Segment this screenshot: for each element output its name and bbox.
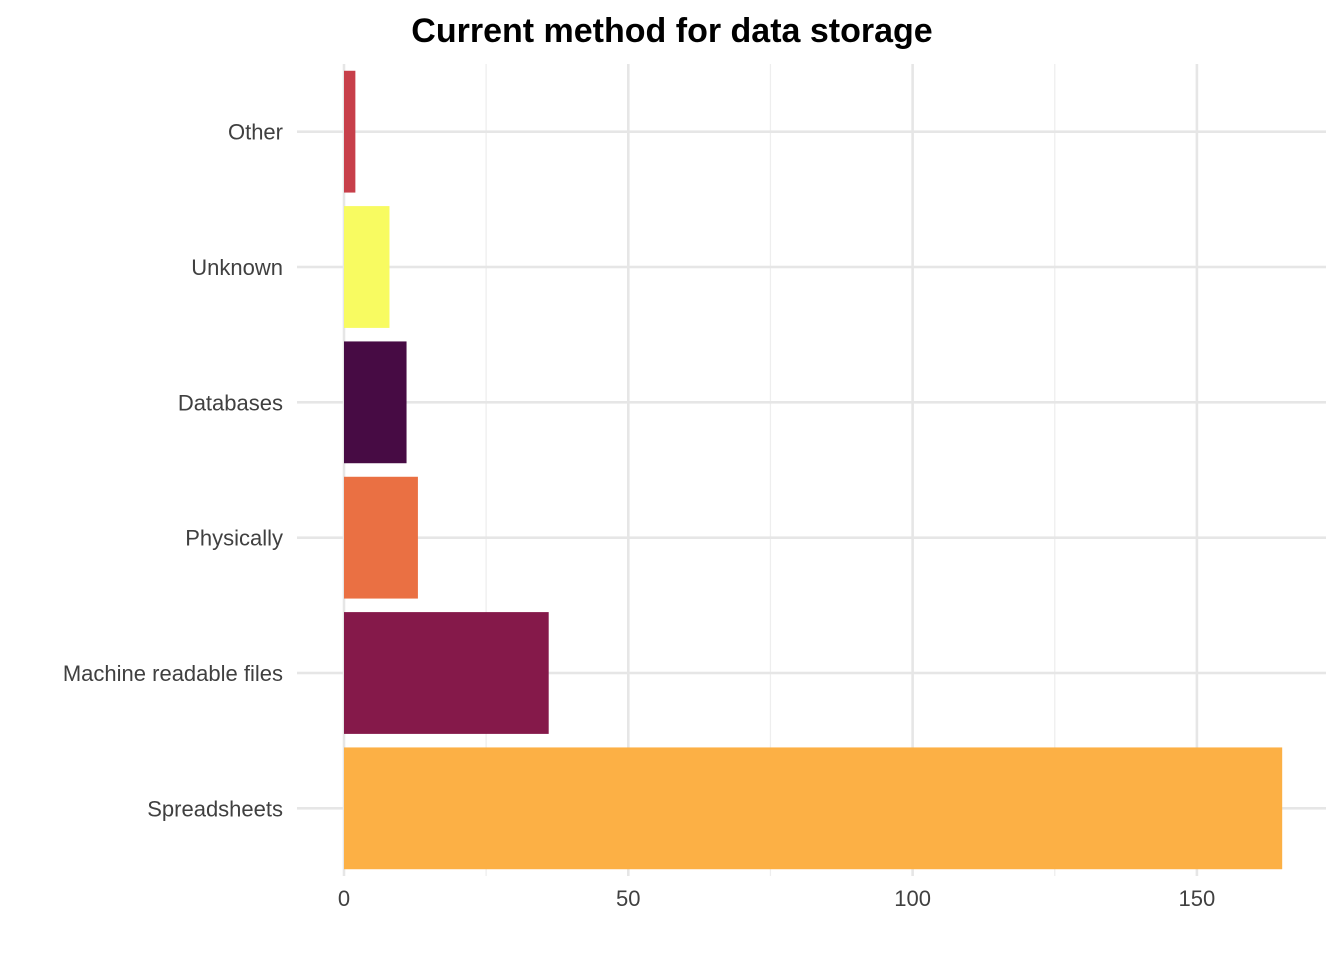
- y-tick-label: Other: [228, 120, 283, 145]
- bar-physically: [344, 476, 418, 599]
- bar-spreadsheets: [344, 747, 1283, 870]
- bar-machine-readable-files: [344, 612, 549, 734]
- bar-other: [344, 70, 356, 193]
- y-tick-label: Unknown: [191, 255, 283, 280]
- x-tick-label: 150: [1179, 886, 1216, 911]
- x-tick-label: 0: [338, 886, 350, 911]
- y-axis-labels: Spreadsheets Machine readable files Physic…: [63, 120, 283, 822]
- x-axis-labels: 0 50 100 150: [338, 886, 1215, 911]
- bar-databases: [344, 341, 407, 464]
- grid-lines: [297, 64, 1326, 876]
- bars: [344, 70, 1283, 870]
- x-tick-label: 100: [894, 886, 931, 911]
- x-tick-label: 50: [616, 886, 640, 911]
- y-tick-label: Databases: [178, 390, 283, 415]
- bar-unknown: [344, 206, 390, 328]
- y-tick-label: Spreadsheets: [147, 796, 283, 821]
- y-tick-label: Physically: [185, 526, 283, 551]
- chart-title: Current method for data storage: [411, 12, 932, 50]
- y-tick-label: Machine readable files: [63, 661, 283, 686]
